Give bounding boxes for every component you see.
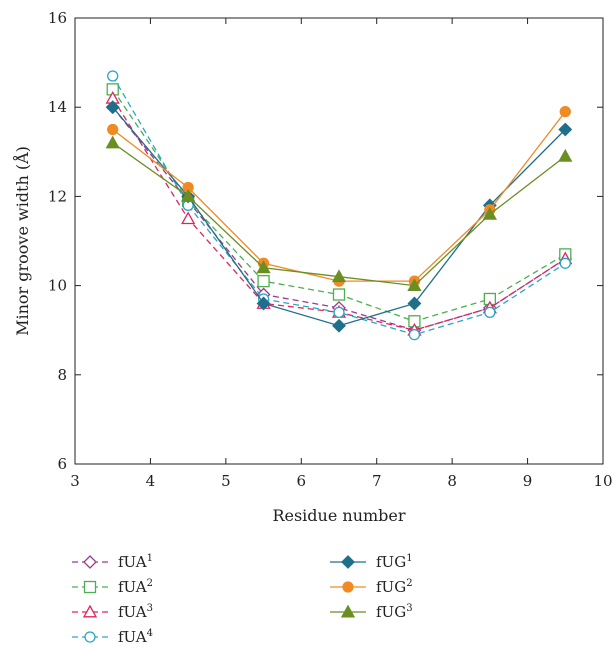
data-point [558, 148, 573, 162]
data-point [558, 122, 573, 137]
legend-label: fUG1 [376, 553, 413, 571]
y-tick-label: 10 [48, 277, 67, 295]
y-axis-title: Minor groove width (Å) [12, 146, 32, 336]
legend-label: fUA4 [118, 628, 153, 646]
series-layer [105, 70, 573, 341]
x-tick-label: 4 [146, 472, 156, 490]
legend-item: fUG2 [330, 578, 413, 596]
series-line [112, 111, 566, 282]
x-tick-label: 9 [523, 472, 533, 490]
y-tick-label: 8 [57, 366, 67, 384]
legend-item: fUA1 [72, 553, 153, 571]
legend-marker [342, 581, 354, 593]
y-tick-label: 6 [57, 455, 67, 473]
data-point [484, 306, 496, 319]
legend-label: fUG2 [376, 578, 413, 596]
series-fug3 [105, 135, 573, 292]
legend-item: fUG1 [330, 553, 413, 571]
legend-label: fUA1 [118, 553, 153, 571]
data-point [332, 288, 346, 301]
legend-label: fUA2 [118, 578, 153, 596]
legend-marker [84, 631, 96, 643]
data-point [256, 260, 271, 274]
y-tick-label: 14 [48, 98, 67, 116]
data-point [333, 306, 345, 319]
data-point [407, 296, 422, 311]
x-tick-label: 5 [221, 472, 231, 490]
legend-marker [340, 604, 356, 618]
x-axis-title: Residue number [272, 506, 405, 525]
data-point [105, 100, 120, 115]
axis-ticks: 3 4 5 6 7 8 9 10 6 8 10 12 14 16 [48, 9, 613, 490]
legend-item: fUA4 [72, 628, 153, 646]
data-point [331, 269, 347, 283]
x-tick-label: 10 [593, 472, 612, 490]
x-tick-label: 3 [70, 472, 80, 490]
legend-marker [83, 580, 97, 594]
data-point [482, 206, 497, 220]
legend-item: fUA2 [72, 578, 153, 596]
y-tick-label: 16 [48, 9, 67, 27]
data-point [181, 189, 196, 202]
data-point [181, 211, 196, 225]
legend-item: fUG3 [330, 603, 413, 621]
legend-item: fUA3 [72, 603, 153, 621]
series-fug2 [107, 106, 571, 287]
x-tick-label: 6 [297, 472, 307, 490]
data-point [256, 296, 271, 311]
data-point [559, 106, 571, 118]
legend: fUA1 fUA2 fUA3 fUA4 fUG1 fUG2 fUG3 [72, 553, 413, 646]
data-point [408, 329, 421, 341]
data-point [559, 257, 571, 269]
legend-label: fUG3 [376, 603, 413, 621]
data-point [332, 318, 346, 333]
data-point [107, 123, 119, 136]
series-line [112, 142, 566, 287]
x-tick-label: 7 [372, 472, 382, 490]
legend-marker [83, 555, 97, 569]
legend-marker [341, 555, 355, 569]
data-point [407, 278, 422, 292]
data-point [105, 135, 120, 149]
legend-label: fUA3 [118, 603, 153, 621]
plot-frame [74, 17, 604, 465]
data-point [257, 274, 270, 288]
y-tick-label: 12 [48, 187, 67, 205]
series-fua4 [107, 70, 571, 341]
legend-marker [82, 604, 98, 618]
data-point [107, 70, 119, 82]
x-tick-label: 8 [447, 472, 457, 490]
